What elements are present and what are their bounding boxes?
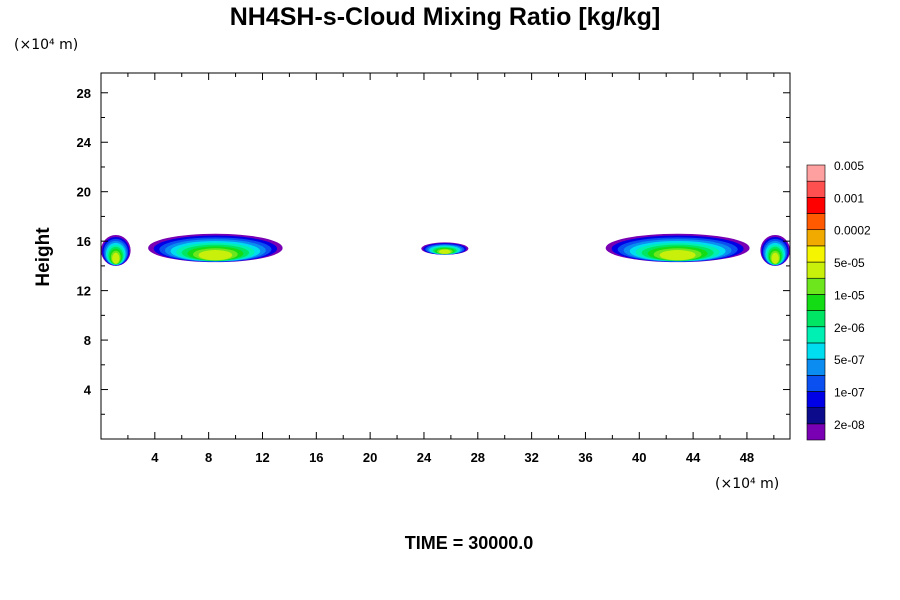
cloud-layer bbox=[438, 249, 451, 254]
x-tick-label: 28 bbox=[471, 450, 485, 465]
cloud-layer bbox=[112, 252, 120, 264]
y-tick-label: 16 bbox=[77, 234, 91, 249]
colorbar-swatch bbox=[806, 423, 826, 441]
cloud-field bbox=[101, 233, 790, 266]
y-tick-label: 12 bbox=[77, 284, 91, 299]
y-tick-label: 24 bbox=[77, 135, 92, 150]
x-unit-label: (×10⁴ m) bbox=[715, 476, 779, 492]
y-axis: 4 8 12 16 20 24 28 bbox=[77, 86, 790, 415]
x-tick-label: 40 bbox=[632, 450, 646, 465]
colorbar-label: 1e-07 bbox=[834, 385, 865, 399]
colorbar-label: 5e-07 bbox=[834, 353, 865, 367]
y-tick-label: 28 bbox=[77, 86, 91, 101]
cloud-layer bbox=[198, 250, 233, 261]
colorbar-label: 0.001 bbox=[834, 191, 864, 205]
colorbar-swatch bbox=[806, 261, 826, 279]
x-tick-label: 20 bbox=[363, 450, 377, 465]
x-tick-label: 12 bbox=[255, 450, 269, 465]
cloud-layer bbox=[771, 252, 779, 264]
x-tick-label: 24 bbox=[417, 450, 432, 465]
cloud bbox=[148, 233, 283, 263]
time-label: TIME = 30000.0 bbox=[405, 533, 534, 553]
x-tick-label: 8 bbox=[205, 450, 212, 465]
x-axis: 4 8 12 16 20 24 28 32 36 40 44 48 bbox=[127, 73, 775, 465]
plot-content bbox=[101, 233, 790, 266]
colorbar-swatch bbox=[806, 197, 826, 214]
colorbar-swatch bbox=[806, 294, 826, 311]
colorbar-label: 1e-05 bbox=[834, 288, 865, 302]
colorbar-swatch bbox=[806, 407, 826, 425]
colorbar-swatch bbox=[806, 342, 826, 360]
cloud bbox=[760, 234, 790, 266]
x-tick-label: 4 bbox=[151, 450, 159, 465]
y-axis-label: Height bbox=[33, 227, 54, 287]
colorbar-label: 0.0002 bbox=[834, 224, 871, 238]
colorbar-swatch bbox=[806, 229, 826, 247]
x-tick-label: 16 bbox=[309, 450, 323, 465]
cloud bbox=[421, 242, 469, 255]
x-tick-label: 44 bbox=[686, 450, 701, 465]
colorbar-swatch bbox=[806, 164, 826, 182]
colorbar-swatch bbox=[806, 213, 826, 231]
y-tick-label: 8 bbox=[84, 333, 91, 348]
x-tick-label: 48 bbox=[740, 450, 754, 465]
colorbar-swatch bbox=[806, 245, 826, 263]
colorbar-label: 0.005 bbox=[834, 159, 864, 173]
colorbar-swatch bbox=[806, 358, 826, 376]
colorbar-swatch bbox=[806, 391, 826, 408]
y-tick-label: 4 bbox=[84, 383, 92, 398]
cloud-layer bbox=[659, 250, 696, 261]
y-tick-label: 20 bbox=[77, 185, 91, 200]
colorbar-label: 5e-05 bbox=[834, 256, 865, 270]
colorbar-swatch bbox=[806, 326, 826, 344]
x-tick-label: 32 bbox=[524, 450, 538, 465]
colorbar-swatch bbox=[806, 180, 826, 198]
chart-title: NH4SH-s-Cloud Mixing Ratio [kg/kg] bbox=[230, 3, 661, 31]
colorbar-swatch bbox=[806, 277, 826, 295]
y-unit-label: (×10⁴ m) bbox=[14, 37, 78, 53]
cloud bbox=[605, 233, 750, 263]
colorbar-swatch bbox=[806, 310, 826, 328]
plot-frame bbox=[100, 72, 791, 440]
colorbar-swatch bbox=[806, 374, 826, 392]
cloud bbox=[101, 234, 131, 266]
colorbar: 2e-08 1e-07 5e-07 2e-06 1e-05 5e-05 0.0002 0.00… bbox=[806, 159, 871, 441]
colorbar-label: 2e-06 bbox=[834, 321, 865, 335]
colorbar-label: 2e-08 bbox=[834, 418, 865, 432]
x-tick-label: 36 bbox=[578, 450, 592, 465]
